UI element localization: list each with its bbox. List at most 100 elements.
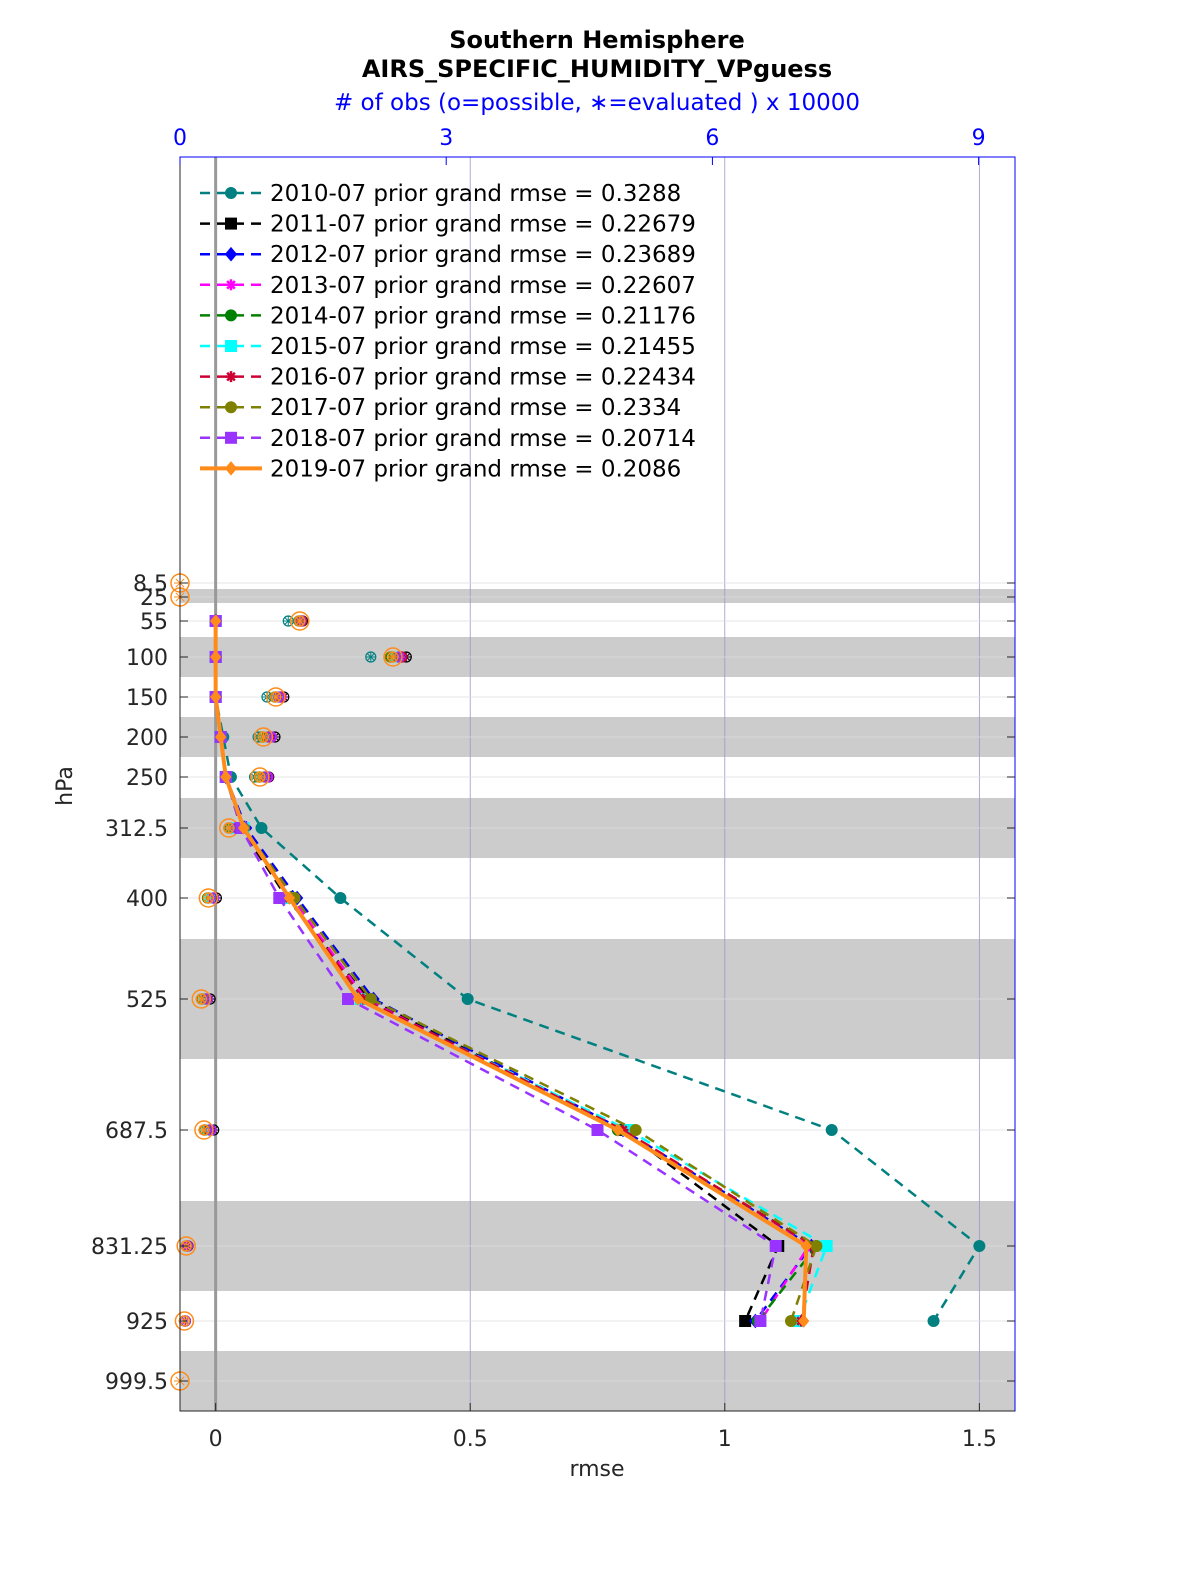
- chart-title: Southern Hemisphere: [449, 26, 745, 54]
- legend-marker: [225, 217, 237, 230]
- obs-possible-star: [257, 731, 270, 743]
- y-tick-label: 25: [140, 586, 168, 611]
- chart-subtitle: AIRS_SPECIFIC_HUMIDITY_VPguess: [362, 55, 832, 83]
- obs-possible-circle: [290, 611, 310, 631]
- series-marker-8: [784, 1315, 797, 1327]
- star-stroke: [295, 616, 305, 626]
- series-marker-1: [927, 1315, 940, 1327]
- legend-marker: [225, 431, 237, 444]
- series-marker-6: [820, 1240, 833, 1252]
- legend-entry-label: 2010-07 prior grand rmse = 0.3288: [270, 181, 681, 207]
- top-tick-label: 0: [173, 126, 187, 151]
- series-marker-10: [209, 650, 222, 664]
- star-stroke: [255, 772, 265, 782]
- series-marker-9: [273, 892, 286, 904]
- y-tick-label: 55: [140, 610, 168, 635]
- series-marker-2: [739, 1315, 752, 1327]
- obs-possible-circle: [176, 1236, 196, 1256]
- y-tick-label: 525: [126, 988, 168, 1013]
- legend-marker: [224, 246, 238, 262]
- star-stroke: [199, 1125, 209, 1135]
- y-tick-label: 250: [126, 766, 168, 791]
- legend-entry-label: 2015-07 prior grand rmse = 0.21455: [270, 334, 696, 360]
- series-marker-9: [769, 1240, 782, 1252]
- legend-marker: [224, 461, 238, 476]
- obs-possible-star: [222, 822, 235, 834]
- obs-possible-circle: [250, 767, 270, 787]
- star-stroke: [224, 823, 234, 833]
- legend-entry-label: 2017-07 prior grand rmse = 0.2334: [270, 395, 681, 421]
- obs-possible-circle: [253, 727, 274, 747]
- star-stroke: [366, 653, 375, 661]
- series-marker-8: [810, 1240, 823, 1252]
- star-stroke: [203, 893, 213, 903]
- series-marker-9: [591, 1124, 604, 1136]
- series-marker-1: [825, 1124, 838, 1136]
- obs-possible-circle: [174, 1311, 195, 1331]
- series-marker-10: [220, 770, 232, 784]
- obs-possible-star: [293, 615, 306, 627]
- obs-possible-star: [202, 892, 215, 904]
- obs-possible-circle: [194, 1120, 214, 1140]
- series-marker-10: [283, 891, 296, 905]
- legend-entry-label: 2018-07 prior grand rmse = 0.20714: [270, 426, 696, 452]
- obs-possible-circle: [191, 989, 212, 1009]
- series-marker-10: [612, 1123, 624, 1137]
- series-marker-9: [754, 1315, 767, 1327]
- series-marker-9: [342, 993, 355, 1005]
- star-stroke: [226, 371, 236, 382]
- y-tick-label: 831.25: [91, 1235, 168, 1260]
- top-tick-label: 3: [439, 126, 453, 151]
- y-axis-label: hPa: [53, 766, 78, 806]
- legend-marker: [225, 371, 237, 383]
- obs-possible-circle: [266, 687, 286, 707]
- level-band: [180, 589, 1015, 603]
- star-stroke: [271, 692, 281, 702]
- obs-possible-circle: [198, 888, 219, 908]
- x-tick-label: 1.5: [962, 1427, 997, 1452]
- star-stroke: [258, 732, 268, 742]
- x-tick-label: 0: [209, 1427, 223, 1452]
- series-marker-10: [209, 690, 222, 704]
- obs-possible-star: [269, 691, 282, 703]
- series-marker-1: [334, 892, 347, 904]
- x-tick-label: 0.5: [453, 1427, 488, 1452]
- obs-possible-star: [253, 771, 266, 783]
- legend-entry-label: 2016-07 prior grand rmse = 0.22434: [270, 365, 696, 391]
- top-tick-label: 6: [705, 126, 719, 151]
- series-marker-10: [215, 730, 227, 744]
- y-tick-label: 312.5: [105, 817, 168, 842]
- grid-lines: [180, 157, 1015, 1411]
- obs-evaluated-star: [365, 652, 376, 662]
- series-marker-8: [629, 1124, 642, 1136]
- legend-marker: [225, 401, 237, 414]
- series-lines: [209, 613, 986, 1329]
- legend-entry-label: 2019-07 prior grand rmse = 0.2086: [270, 456, 681, 482]
- y-tick-label: 8.5: [133, 572, 168, 597]
- y-tick-label: 400: [126, 887, 168, 912]
- star-stroke: [388, 652, 398, 662]
- y-tick-label: 150: [126, 686, 168, 711]
- obs-possible-star: [386, 651, 399, 663]
- legend-marker: [225, 279, 237, 291]
- obs-possible-circle: [383, 647, 403, 667]
- obs-possible-star: [195, 993, 208, 1005]
- legend-entry-label: 2013-07 prior grand rmse = 0.22607: [270, 273, 696, 299]
- series-marker-10: [237, 821, 250, 835]
- legend-marker: [225, 309, 237, 322]
- series-marker-10: [798, 1314, 810, 1328]
- series-marker-1: [255, 822, 268, 834]
- legend-entry-label: 2011-07 prior grand rmse = 0.22679: [270, 212, 696, 238]
- y-tick-label: 925: [126, 1310, 168, 1335]
- x-axis-label: rmse: [569, 1457, 624, 1482]
- top-tick-label: 9: [972, 126, 986, 151]
- y-tick-label: 100: [126, 646, 168, 671]
- top-axis-label: # of obs (o=possible, ∗=evaluated ) x 10…: [334, 90, 860, 116]
- legend-entry-label: 2014-07 prior grand rmse = 0.21176: [270, 303, 696, 329]
- series-marker-10: [352, 992, 364, 1006]
- legend-marker: [225, 340, 237, 352]
- x-tick-label: 1: [718, 1427, 732, 1452]
- obs-possible-star: [197, 1124, 210, 1136]
